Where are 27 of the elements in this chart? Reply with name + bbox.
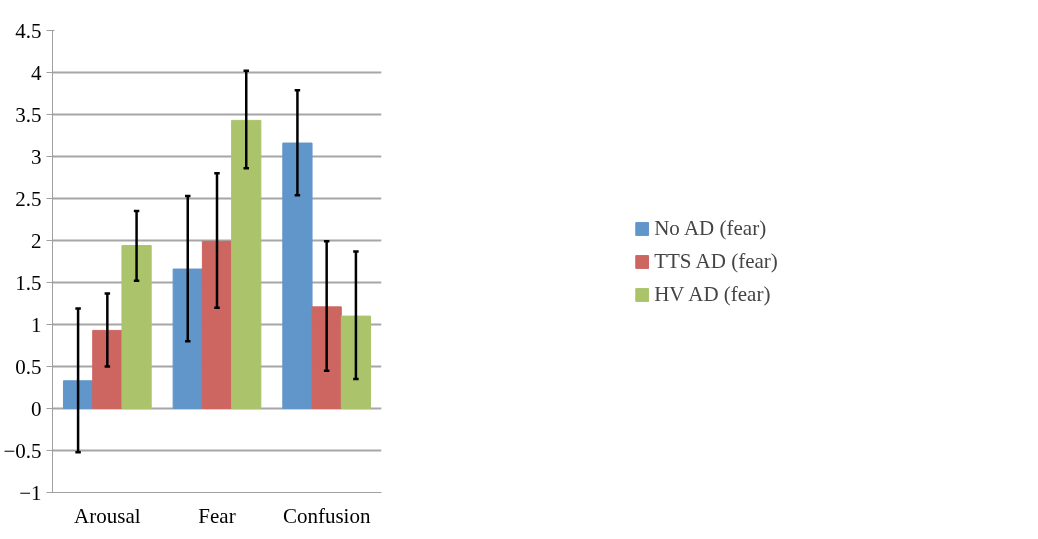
bar bbox=[311, 306, 342, 409]
y-tick-label: 1.5 bbox=[15, 270, 42, 295]
y-tick-label: 0.5 bbox=[15, 354, 42, 379]
bar bbox=[231, 119, 262, 409]
legend-label: No AD (fear) bbox=[654, 215, 767, 241]
legend-label: TTS AD (fear) bbox=[654, 248, 778, 274]
bar bbox=[62, 380, 94, 409]
bar bbox=[201, 240, 233, 409]
x-tick-label: Confusion bbox=[282, 503, 371, 528]
y-tick-label: 2.5 bbox=[15, 186, 42, 211]
y-tick-label: −0.5 bbox=[3, 438, 42, 463]
bar bbox=[121, 245, 152, 409]
y-tick-label: 4 bbox=[31, 60, 42, 85]
bar bbox=[340, 315, 372, 409]
y-tick-label: −1 bbox=[19, 480, 42, 505]
bar bbox=[92, 329, 123, 409]
x-tick-label: Fear bbox=[198, 503, 236, 528]
y-tick-label: 1 bbox=[31, 312, 42, 337]
legend-label: HV AD (fear) bbox=[654, 281, 771, 307]
y-tick-label: 3.5 bbox=[15, 102, 42, 127]
y-tick-label: 0 bbox=[31, 396, 42, 421]
y-tick-label: 4.5 bbox=[15, 18, 42, 43]
x-tick-label: Arousal bbox=[74, 503, 141, 528]
bar bbox=[172, 268, 203, 409]
y-tick-label: 2 bbox=[31, 228, 42, 253]
y-tick-label: 3 bbox=[31, 144, 42, 169]
bar bbox=[282, 142, 313, 409]
